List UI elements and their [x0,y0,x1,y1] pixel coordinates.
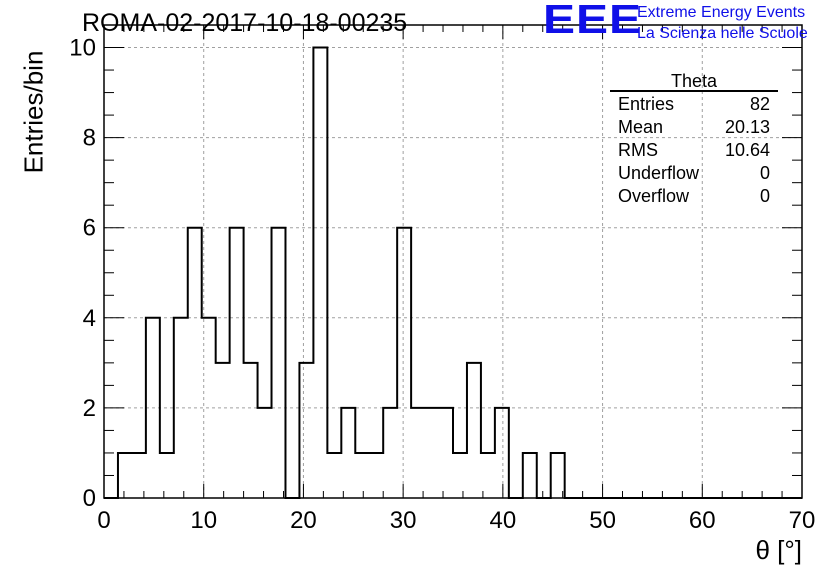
org-name-line1: Extreme Energy Events [637,4,806,21]
x-tick-label: 50 [589,507,616,534]
stats-label: RMS [618,140,658,160]
histogram-bin [411,408,425,498]
stats-label: Entries [618,94,674,114]
histogram-bin [160,453,174,498]
stats-value: 0 [760,163,770,183]
y-tick-label: 0 [83,485,96,512]
histogram-bin [216,363,230,498]
stats-value: 20.13 [725,117,770,137]
histogram-bars [104,46,802,499]
x-tick-label: 30 [390,507,417,534]
histogram-bin [467,363,481,498]
tick-labels: 0 10 20 30 40 50 60 70 0 2 4 6 8 10 [69,35,815,534]
x-axis-label: θ [°] [755,535,802,565]
histogram-bin [313,48,327,498]
histogram-bin [299,363,313,498]
histogram-bin [355,453,369,498]
histogram-bin [174,318,188,498]
stats-value: 82 [750,94,770,114]
histogram-bin [202,318,216,498]
histogram-bin [230,228,244,498]
x-tick-label: 10 [190,507,217,534]
histogram-bin [146,318,160,498]
histogram-bin [425,408,439,498]
stats-title: Theta [671,71,718,91]
y-tick-label: 8 [83,125,96,152]
histogram-bin [397,228,411,498]
histogram-bin [453,453,467,498]
histogram-bin [439,408,453,498]
stats-label: Mean [618,117,663,137]
y-tick-label: 6 [83,215,96,242]
y-tick-label: 10 [69,35,96,62]
stats-value: 0 [760,186,770,206]
histogram-bin [244,363,258,498]
x-tick-label: 0 [97,507,110,534]
y-axis-label: Entries/bin [18,50,49,174]
plot-frame [103,24,803,499]
histogram-bin [341,408,355,498]
histogram-bin [258,408,272,498]
histogram-bin [188,228,202,498]
histogram-bin [495,408,509,498]
x-tick-label: 40 [490,507,517,534]
x-tick-label: 60 [689,507,716,534]
run-title: ROMA-02-2017-10-18-00235 [82,9,408,37]
y-tick-label: 4 [83,305,96,332]
org-name-line2: La Scienza nelle Scuole [637,25,808,42]
histogram-bin [272,228,286,498]
stats-label: Underflow [618,163,700,183]
stats-label: Overflow [618,186,690,206]
axis-ticks [103,24,803,499]
histogram-bin [327,453,341,498]
y-tick-label: 2 [83,395,96,422]
histogram-bin [383,408,397,498]
eee-logo: EEE [543,0,643,43]
x-tick-label: 20 [290,507,317,534]
stats-box: Theta Entries 82 Mean 20.13 RMS 10.64 Underflow… [610,71,778,206]
x-tick-label: 70 [789,507,816,534]
histogram-bin [523,453,537,498]
stats-value: 10.64 [725,140,770,160]
histogram-bin [369,453,383,498]
histogram-bin [118,453,132,498]
